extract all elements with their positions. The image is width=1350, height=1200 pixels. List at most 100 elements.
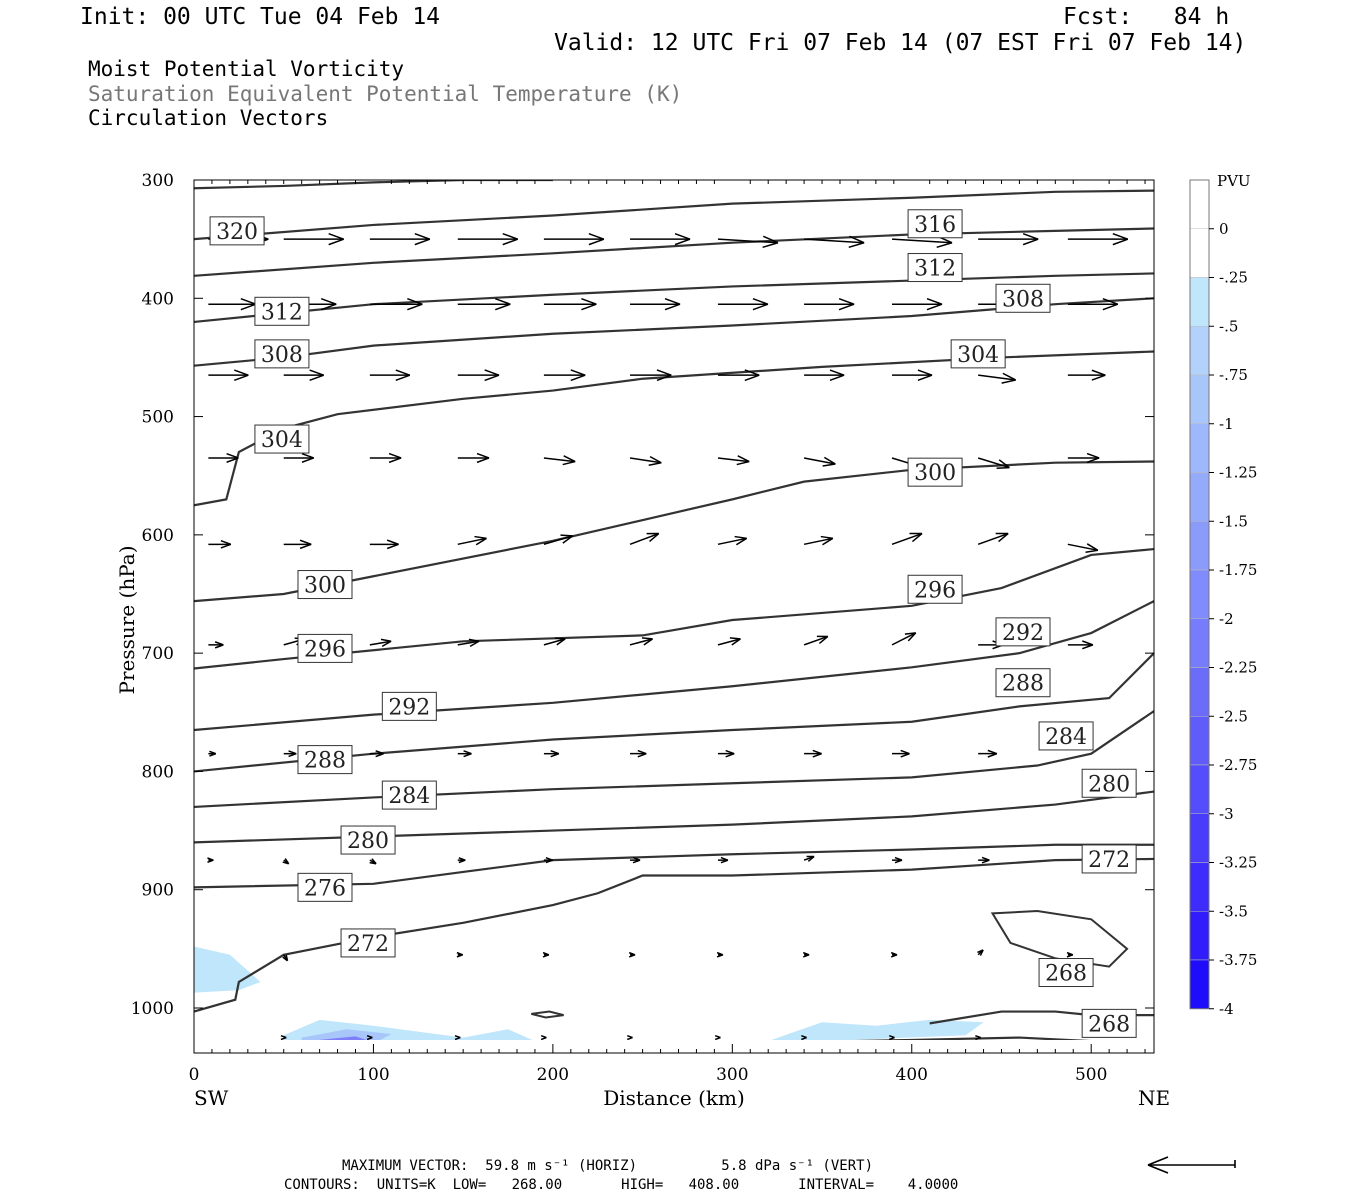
circulation-vector xyxy=(977,532,1009,546)
contour-line xyxy=(194,350,1154,507)
y-axis-label: Pressure (hPa) xyxy=(115,546,139,695)
colorbar-label: -3.5 xyxy=(1219,902,1248,920)
contour-label: 284 xyxy=(381,780,437,810)
circulation-vector xyxy=(803,456,836,467)
contour-label: 308 xyxy=(254,339,310,369)
colorbar-swatch xyxy=(1189,764,1210,814)
circulation-vector xyxy=(208,298,257,311)
x-axis-label: Distance (km) xyxy=(603,1086,745,1110)
colorbar-frame xyxy=(1189,179,1210,1010)
contour-label: 308 xyxy=(995,283,1051,313)
contour-label: 268 xyxy=(1038,958,1094,988)
circulation-vector xyxy=(626,1034,633,1040)
circulation-vector xyxy=(629,455,662,467)
colorbar: PVU 0 -.25 -.5 -.75 -1 -1.25 -1.5 -1.75 -2 -2.25 -2… xyxy=(1189,172,1257,1018)
circulation-vector xyxy=(457,535,487,546)
title-line-2: Saturation Equivalent Potential Temperat… xyxy=(88,82,683,106)
contour-label: 280 xyxy=(1081,768,1137,798)
colorbar-label: -1.5 xyxy=(1219,512,1248,530)
colorbar-swatch xyxy=(1189,667,1210,717)
contour-label: 304 xyxy=(254,424,310,454)
circulation-vector xyxy=(542,951,550,958)
svg-text:312: 312 xyxy=(914,257,956,282)
x-tick-label: 300 xyxy=(716,1065,748,1085)
circulation-vector xyxy=(978,232,1039,246)
pv-region xyxy=(771,1019,984,1040)
x-tick-label: 100 xyxy=(357,1065,389,1085)
circulation-vector xyxy=(717,369,760,382)
circulation-vector xyxy=(628,951,636,958)
circulation-vector xyxy=(457,369,500,382)
colorbar-swatch xyxy=(1189,228,1210,278)
circulation-vector xyxy=(804,235,865,249)
circulation-vector xyxy=(630,232,691,246)
circulation-vector xyxy=(891,632,917,646)
svg-text:304: 304 xyxy=(957,343,999,368)
circulation-vector xyxy=(1067,369,1106,381)
svg-text:316: 316 xyxy=(914,213,956,238)
vector-layer xyxy=(207,232,1129,1040)
circulation-vector xyxy=(208,369,249,382)
closed-contour xyxy=(531,1010,564,1019)
colorbar-swatch xyxy=(1189,423,1210,473)
svg-text:292: 292 xyxy=(1002,621,1044,646)
colorbar-swatch xyxy=(1189,862,1210,912)
colorbar-swatch xyxy=(1189,326,1210,376)
contour-label: 280 xyxy=(340,825,396,855)
circulation-vector xyxy=(978,749,998,758)
circulation-vector xyxy=(283,452,314,463)
svg-text:304: 304 xyxy=(261,428,303,453)
circulation-vector xyxy=(803,635,829,646)
left-end-label: SW xyxy=(194,1086,229,1110)
init-time: Init: 00 UTC Tue 04 Feb 14 xyxy=(80,4,441,30)
contour-line xyxy=(194,227,1154,277)
colorbar-swatch xyxy=(1189,277,1210,327)
colorbar-swatch xyxy=(1189,618,1210,668)
contour-line xyxy=(194,652,1154,773)
circulation-vector xyxy=(208,539,232,549)
colorbar-label: 0 xyxy=(1219,220,1229,238)
y-tick-label: 600 xyxy=(142,526,174,546)
svg-text:272: 272 xyxy=(347,932,389,957)
circulation-vector xyxy=(454,1034,461,1040)
contour-label: 276 xyxy=(297,872,353,902)
colorbar-swatch xyxy=(1189,472,1210,522)
colorbar-swatch xyxy=(1189,911,1210,961)
colorbar-swatch xyxy=(1189,959,1210,1009)
circulation-vector xyxy=(283,750,297,758)
circulation-vector xyxy=(717,298,769,311)
circulation-vector xyxy=(892,856,903,864)
circulation-vector xyxy=(369,750,384,758)
colorbar-label: -2.25 xyxy=(1219,659,1257,677)
y-tick-label: 1000 xyxy=(131,999,174,1019)
contour-label: 304 xyxy=(950,339,1006,369)
contour-label: 300 xyxy=(907,457,963,487)
circulation-vector xyxy=(804,369,845,382)
contour-label: 312 xyxy=(907,253,963,283)
circulation-vector xyxy=(457,232,519,246)
contour-line xyxy=(194,180,553,190)
circulation-vector xyxy=(977,457,1010,469)
circulation-vector xyxy=(457,857,466,864)
circulation-vector xyxy=(804,298,855,311)
circulation-vector xyxy=(369,539,399,550)
colorbar-label: -.5 xyxy=(1219,317,1238,335)
contour-label: 300 xyxy=(297,570,353,600)
circulation-vector xyxy=(543,369,586,382)
circulation-vector xyxy=(1067,543,1099,553)
contour-label-layer: 320 316 312 312 308 308 304 304 300 300 296 296 292 2… xyxy=(209,209,1137,1038)
circulation-vector xyxy=(978,372,1016,384)
colorbar-title: PVU xyxy=(1217,172,1251,190)
circulation-vector xyxy=(457,638,480,648)
circulation-vector xyxy=(543,455,576,466)
svg-text:284: 284 xyxy=(388,784,430,809)
circulation-vector xyxy=(1066,951,1074,958)
svg-text:284: 284 xyxy=(1045,725,1087,750)
svg-text:320: 320 xyxy=(216,220,258,245)
svg-text:300: 300 xyxy=(304,574,346,599)
circulation-vector xyxy=(457,750,472,758)
circulation-vector xyxy=(543,298,597,311)
contour-label: 312 xyxy=(254,296,310,326)
circulation-vector xyxy=(717,637,741,646)
contour-label: 288 xyxy=(297,745,353,775)
